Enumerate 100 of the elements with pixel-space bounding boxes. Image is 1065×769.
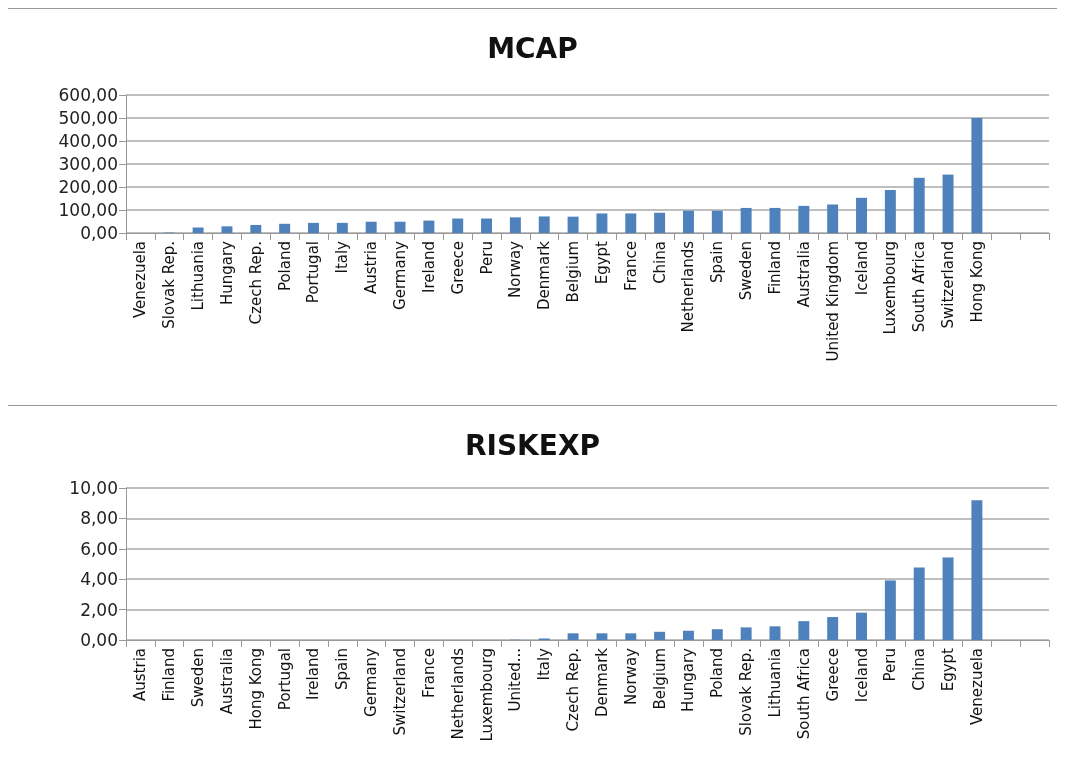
- bar: [798, 205, 810, 233]
- x-tick-label: Finland: [765, 241, 784, 295]
- x-tick-label: Finland: [160, 648, 179, 702]
- y-tick-label: 300,00: [58, 154, 118, 174]
- bar: [942, 557, 954, 640]
- x-tick-label: Iceland: [852, 241, 871, 296]
- bar: [798, 621, 810, 640]
- bar: [423, 220, 435, 233]
- x-tick-label: Venezuela: [967, 648, 986, 726]
- x-tick-label: Hungary: [217, 240, 236, 306]
- bar: [538, 216, 550, 233]
- x-tick-label: Poland: [708, 648, 727, 699]
- bar: [856, 197, 867, 233]
- bar: [682, 630, 694, 640]
- x-tick-label: Portugal: [275, 648, 294, 711]
- x-tick-label: Greece: [448, 241, 467, 295]
- x-tick-label: Austria: [362, 241, 381, 294]
- chart-title: MCAP: [487, 31, 578, 65]
- bar: [279, 223, 291, 233]
- bar: [481, 218, 493, 233]
- x-tick-label: Peru: [477, 241, 496, 275]
- x-tick-label: Luxembourg: [881, 241, 900, 335]
- chart-title: RISKEXP: [464, 428, 601, 462]
- bar: [596, 633, 608, 640]
- bar: [625, 213, 637, 233]
- bar: [682, 210, 694, 233]
- x-tick-label: Sweden: [189, 648, 208, 708]
- bar: [711, 629, 723, 640]
- y-tick-label: 600,00: [58, 85, 118, 105]
- bar: [884, 189, 896, 233]
- y-tick-label: 200,00: [58, 177, 118, 197]
- bar: [769, 626, 781, 640]
- bar: [913, 177, 925, 233]
- x-tick-label: Spain: [333, 648, 352, 690]
- x-tick-label: Slovak Rep.: [160, 241, 179, 329]
- bar: [856, 612, 867, 640]
- y-tick-label: 0,00: [80, 223, 118, 243]
- y-tick-label: 4,00: [80, 569, 118, 590]
- bar: [567, 633, 579, 640]
- bar: [971, 500, 983, 640]
- bar: [567, 216, 579, 233]
- bar: [740, 207, 752, 233]
- y-tick-label: 10,00: [69, 478, 118, 498]
- x-tick-label: Hungary: [679, 647, 698, 713]
- y-tick-label: 0,00: [80, 630, 118, 650]
- y-tick-label: 8,00: [80, 508, 118, 529]
- x-tick-label: Lithuania: [189, 241, 208, 311]
- y-tick-label: 2,00: [80, 599, 118, 620]
- x-tick-label: Sweden: [737, 241, 756, 301]
- bar: [913, 567, 925, 640]
- x-tick-label: Austria: [131, 648, 150, 701]
- bar: [192, 227, 204, 233]
- x-tick-label: China: [910, 648, 929, 691]
- x-tick-label: South Africa: [910, 241, 929, 333]
- x-tick-label: Luxembourg: [477, 648, 496, 742]
- x-tick-label: Iceland: [852, 648, 871, 703]
- x-tick-label: Norway: [506, 240, 525, 298]
- bar: [308, 222, 319, 233]
- x-tick-label: Hong Kong: [967, 241, 986, 323]
- bar: [827, 204, 839, 233]
- x-tick-label: Slovak Rep.: [737, 648, 756, 736]
- x-tick-label: Germany: [362, 647, 381, 717]
- x-tick-label: Ireland: [304, 648, 323, 700]
- bar: [740, 627, 752, 640]
- bar: [221, 226, 233, 233]
- x-tick-label: Ireland: [419, 241, 438, 293]
- x-tick-label: France: [419, 648, 438, 698]
- x-tick-label: Hong Kong: [246, 648, 265, 730]
- bar: [509, 217, 521, 233]
- bar: [971, 118, 983, 233]
- x-tick-label: Denmark: [592, 647, 611, 717]
- x-tick-label: Poland: [275, 241, 294, 292]
- x-tick-label: South Africa: [794, 648, 813, 740]
- x-tick-label: Venezuela: [131, 241, 150, 319]
- bar: [711, 210, 723, 233]
- x-tick-label: Czech Rep.: [564, 648, 583, 732]
- x-tick-label: Australia: [794, 241, 813, 308]
- bar: [654, 212, 666, 233]
- bar: [250, 224, 262, 233]
- y-tick-label: 500,00: [58, 108, 118, 128]
- x-tick-label: France: [621, 241, 640, 291]
- bar: [769, 207, 781, 233]
- x-tick-label: Italy: [535, 647, 554, 681]
- x-tick-label: Belgium: [564, 241, 583, 303]
- x-tick-label: Switzerland: [939, 241, 958, 329]
- bar: [884, 580, 896, 640]
- bar: [336, 222, 348, 233]
- x-tick-label: Switzerland: [391, 648, 410, 736]
- y-tick-label: 6,00: [80, 538, 118, 559]
- x-tick-label: United Kingdom: [823, 241, 842, 362]
- x-tick-label: Denmark: [535, 240, 554, 310]
- bar: [365, 221, 377, 233]
- x-tick-label: Belgium: [650, 648, 669, 710]
- y-tick-label: 100,00: [58, 200, 118, 220]
- y-tick-label: 400,00: [58, 131, 118, 151]
- x-tick-label: Norway: [621, 647, 640, 705]
- x-tick-label: Peru: [881, 648, 900, 682]
- x-tick-label: Netherlands: [679, 240, 698, 333]
- x-tick-label: Netherlands: [448, 647, 467, 740]
- x-tick-label: Egypt: [939, 647, 958, 692]
